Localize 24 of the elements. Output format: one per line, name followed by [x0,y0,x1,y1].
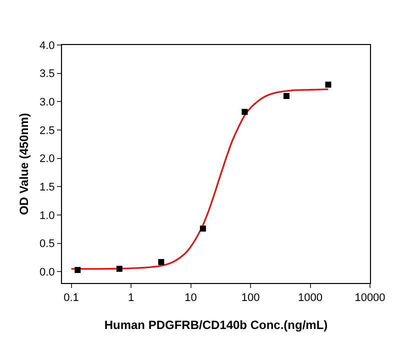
y-axis-title: OD Value (450nm) [17,112,31,216]
point [200,226,206,232]
x-tick-label: 100 [241,292,260,304]
x-tick-label: 0.1 [64,292,79,304]
y-tick-label: 0.5 [40,238,55,250]
x-axis-title: Human PDGFRB/CD140b Conc.(ng/mL) [104,318,328,332]
y-tick-label: 3.5 [40,68,55,80]
x-tick-label: 1 [128,292,134,304]
point [158,259,164,266]
point [74,266,81,273]
y-tick-label: 0.0 [40,266,55,279]
point [242,108,248,115]
point [116,266,122,272]
y-tick-label: 1.5 [40,182,55,194]
y-tick-label: 1.0 [40,210,55,222]
x-tick-label: 10 [184,292,197,304]
y-tick-label: 3.0 [40,96,55,109]
x-tick-label: 1000 [298,292,322,304]
y-tick-label: 2.5 [40,124,55,137]
x-tick-label: 10000 [354,292,386,304]
point [283,93,290,99]
y-tick-label: 2.0 [40,153,55,166]
y-tick-label: 4.0 [40,40,55,52]
point [325,82,332,88]
